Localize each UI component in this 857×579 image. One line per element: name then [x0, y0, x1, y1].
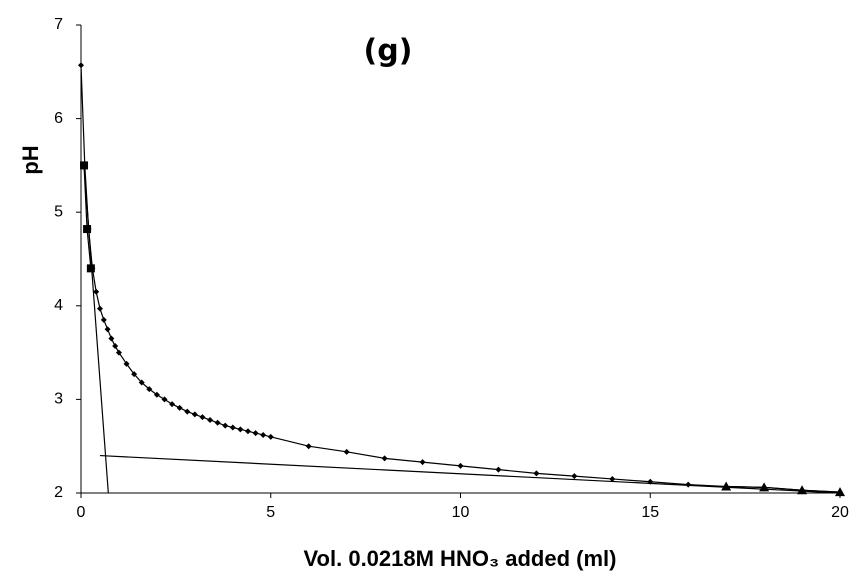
data-line	[99, 454, 841, 494]
data-point	[96, 305, 103, 312]
data-point	[100, 316, 107, 323]
x-tick-label: 5	[266, 504, 275, 521]
data-line	[726, 485, 841, 493]
y-tick-label: 5	[54, 203, 63, 220]
data-point	[381, 455, 388, 462]
data-point	[533, 470, 540, 477]
data-point	[419, 459, 426, 466]
data-point	[146, 386, 153, 393]
data-point	[835, 487, 845, 497]
data-point	[104, 326, 111, 333]
data-point	[571, 473, 578, 480]
y-tick-label: 2	[54, 484, 63, 501]
x-tick-label: 20	[831, 504, 849, 521]
data-point	[222, 422, 229, 429]
data-line	[83, 165, 109, 494]
data-point	[260, 431, 267, 438]
data-point	[131, 371, 138, 378]
y-tick-label: 7	[54, 16, 63, 33]
data-point	[169, 401, 176, 408]
x-tick-label: 10	[452, 504, 470, 521]
chart-title: (g)	[364, 34, 413, 69]
y-tick-label: 3	[54, 391, 63, 408]
data-point	[184, 408, 191, 415]
data-point	[93, 288, 100, 295]
y-tick-label: 4	[54, 297, 63, 314]
x-tick-label: 15	[641, 504, 659, 521]
data-point	[86, 264, 95, 273]
data-point	[305, 443, 312, 450]
data-point	[609, 475, 616, 482]
data-point	[267, 433, 274, 440]
data-line	[80, 65, 841, 493]
data-point	[153, 391, 160, 398]
data-point	[112, 343, 119, 350]
data-point	[108, 335, 115, 342]
data-point	[685, 481, 692, 488]
data-point	[78, 62, 84, 69]
data-point	[138, 379, 145, 386]
data-point	[495, 466, 502, 473]
x-tick-label: 0	[77, 504, 86, 521]
data-point	[797, 485, 808, 495]
y-tick-label: 6	[54, 110, 63, 127]
data-point	[115, 349, 122, 356]
data-point	[214, 419, 221, 426]
data-point	[721, 481, 732, 491]
data-point	[199, 414, 206, 421]
data-point	[457, 462, 464, 469]
x-axis-label: Vol. 0.0218M HNO₃ added (ml)	[304, 546, 617, 571]
data-point	[83, 225, 92, 234]
data-point	[237, 426, 244, 433]
data-point	[343, 448, 350, 455]
data-point	[123, 360, 130, 367]
data-point	[252, 430, 259, 437]
data-point	[191, 411, 198, 418]
data-point	[176, 404, 183, 411]
data-point	[229, 424, 236, 431]
data-point	[161, 396, 168, 403]
y-axis-label: pH	[18, 145, 43, 174]
data-point	[244, 428, 251, 435]
data-point	[207, 416, 214, 423]
